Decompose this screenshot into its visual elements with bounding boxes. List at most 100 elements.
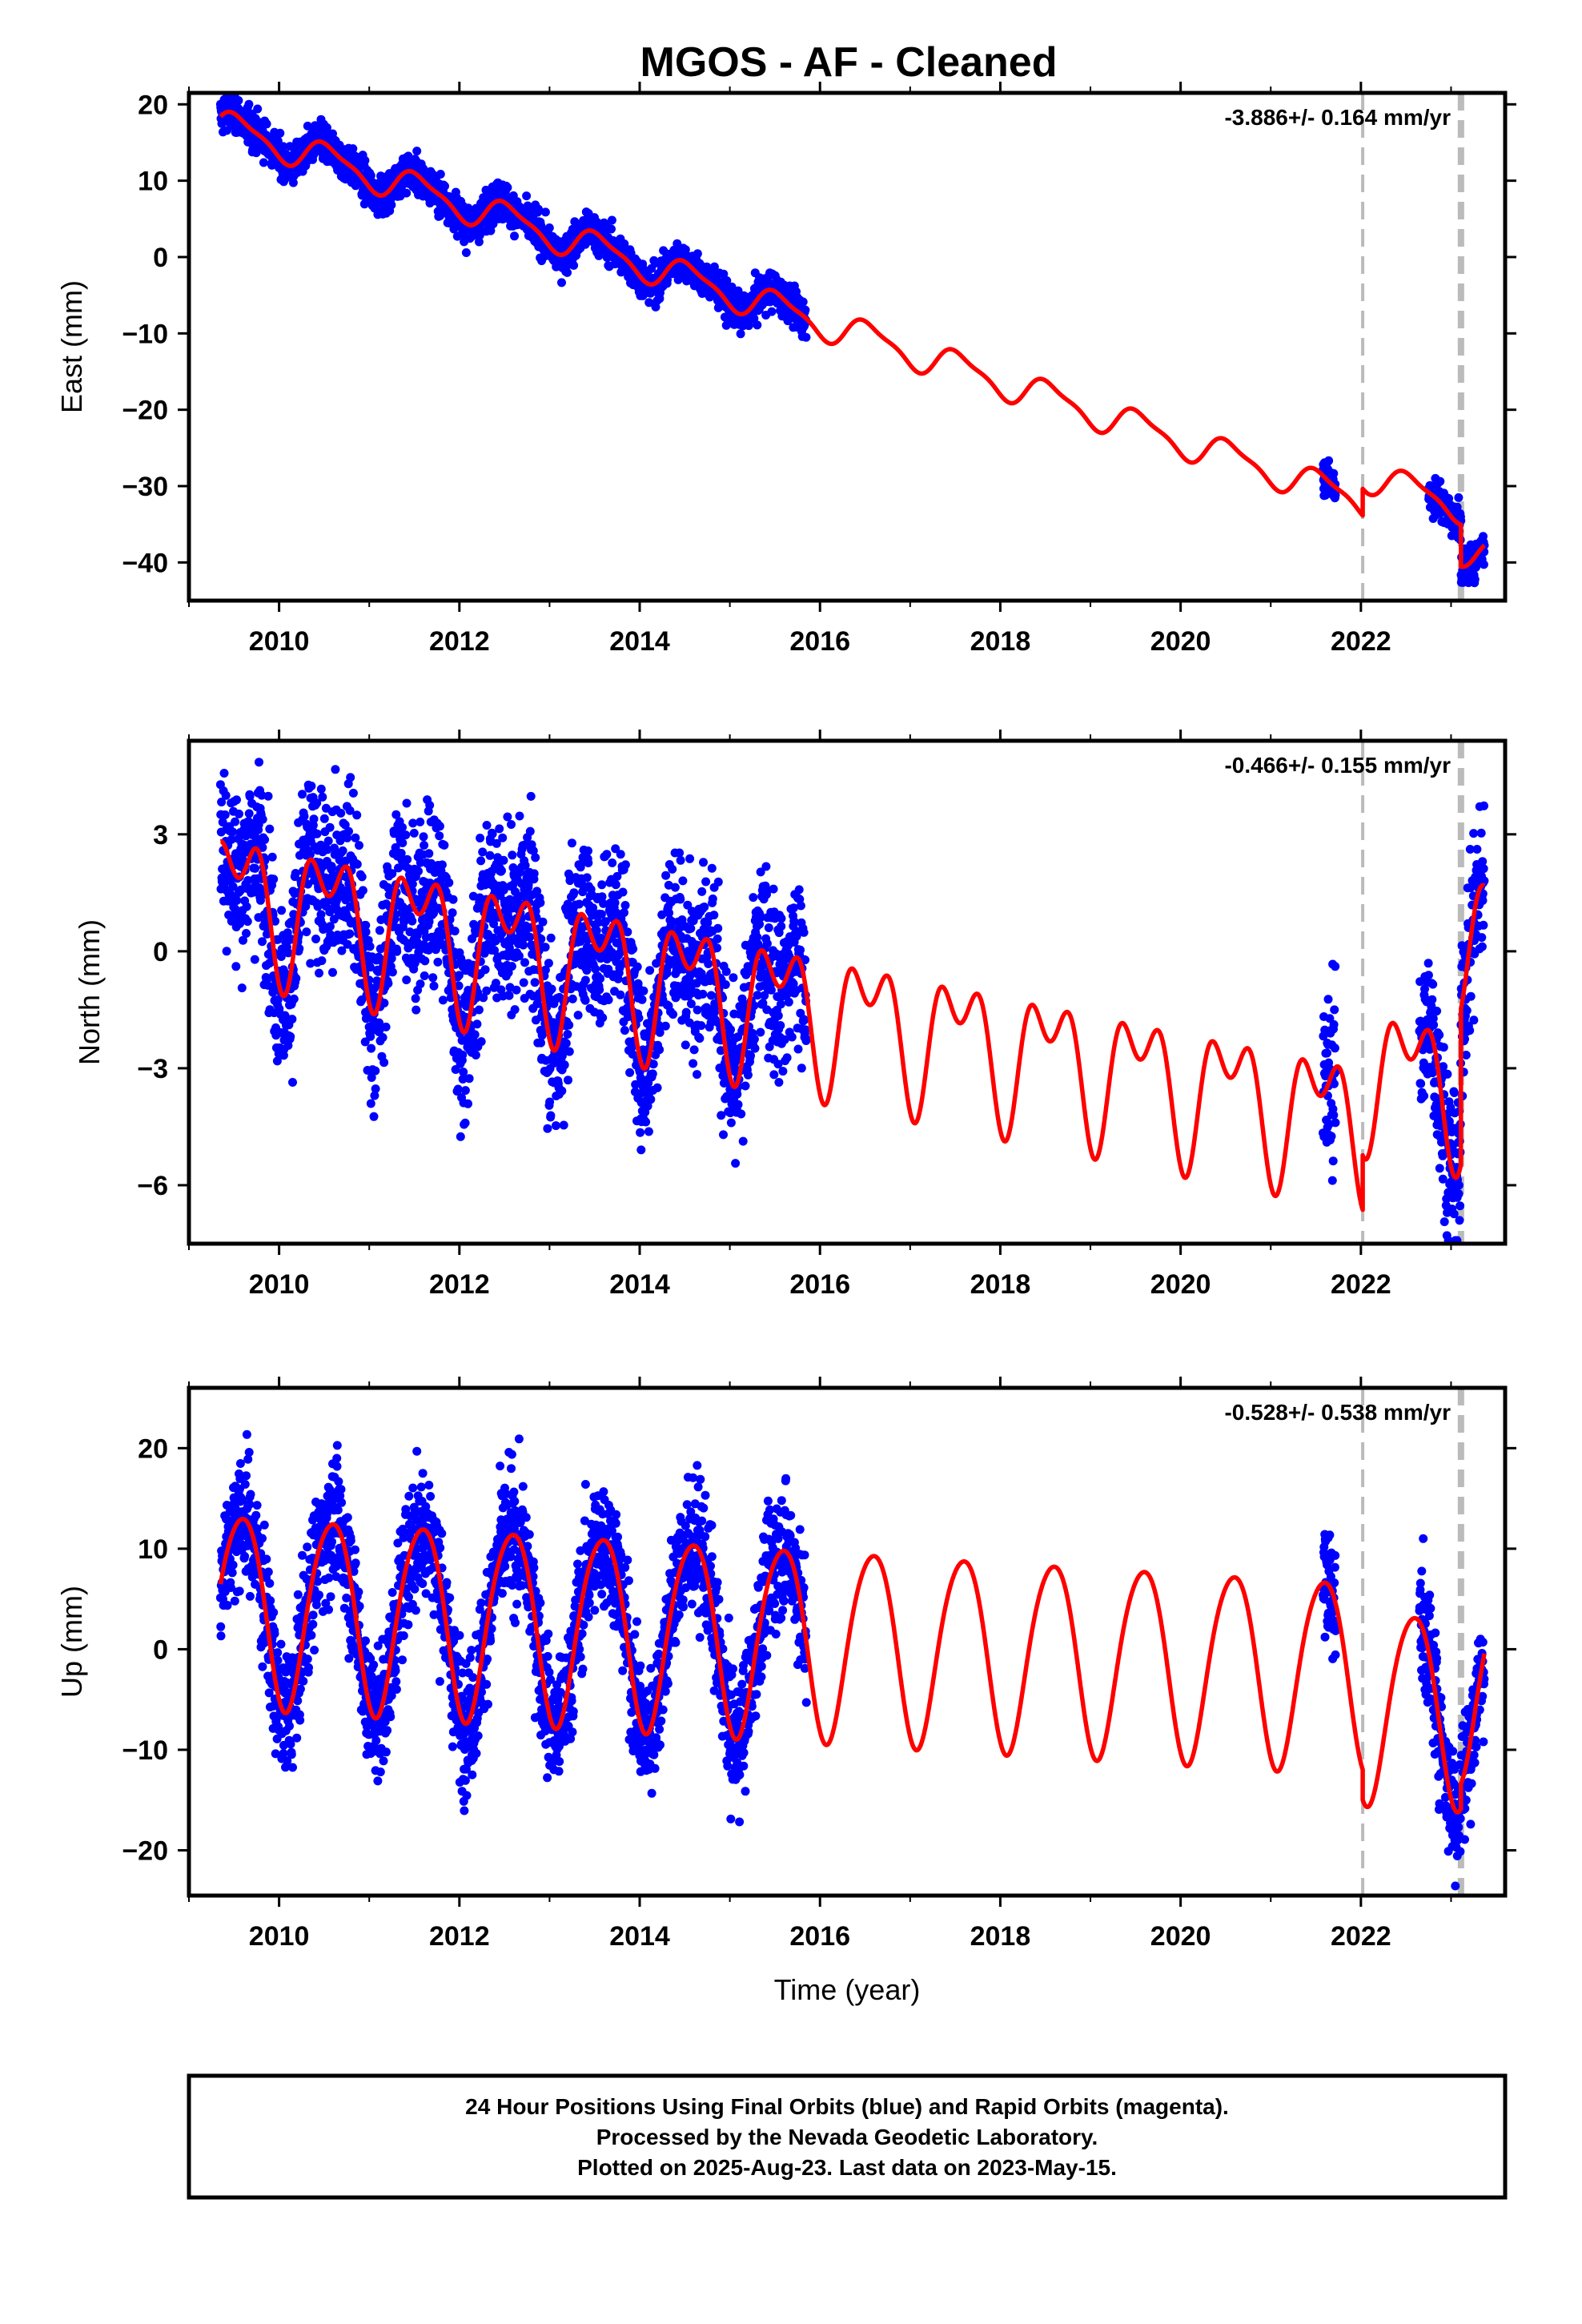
data-point [344, 826, 353, 836]
data-point [242, 929, 251, 938]
data-point [298, 790, 307, 799]
data-point [522, 191, 532, 201]
data-point [316, 910, 326, 919]
data-point [460, 1118, 470, 1128]
data-point [420, 956, 430, 966]
data-point [801, 332, 811, 342]
data-point [232, 895, 242, 905]
data-point [686, 923, 696, 933]
data-point [348, 144, 358, 154]
data-point [336, 808, 346, 818]
data-point [234, 96, 243, 105]
data-point [544, 959, 553, 968]
data-point [485, 850, 495, 860]
data-point [737, 1109, 746, 1119]
data-point [564, 1047, 574, 1056]
data-point [309, 814, 319, 824]
data-point [741, 1081, 750, 1091]
data-point [669, 1010, 678, 1019]
data-point [476, 856, 486, 866]
data-point [536, 898, 545, 907]
data-point [352, 859, 362, 869]
data-point [726, 1118, 736, 1128]
data-point [685, 854, 695, 863]
data-point [409, 828, 419, 838]
data-point [557, 278, 566, 287]
y-tick-label: −30 [122, 472, 168, 502]
figure-title: MGOS - AF - Cleaned [640, 39, 1058, 86]
data-point [437, 860, 447, 870]
data-point [519, 940, 528, 950]
data-point [769, 884, 778, 894]
data-point [351, 833, 360, 842]
data-point [288, 178, 298, 187]
data-point [547, 984, 556, 994]
data-point [721, 980, 730, 989]
y-tick-label: 20 [138, 90, 168, 120]
data-point [231, 962, 241, 971]
data-point [365, 942, 375, 951]
data-point [652, 1083, 662, 1092]
data-point [235, 809, 243, 818]
data-point [610, 898, 620, 907]
data-point [538, 917, 548, 927]
data-point [719, 1130, 728, 1140]
data-point [504, 991, 514, 1000]
data-point [743, 1070, 753, 1080]
data-point [408, 916, 417, 926]
data-point [534, 204, 543, 214]
data-point [707, 863, 717, 873]
data-point [639, 986, 648, 995]
data-point [253, 104, 263, 114]
data-point [420, 971, 429, 980]
data-point [510, 231, 519, 241]
data-point [311, 935, 320, 943]
data-point [584, 846, 592, 855]
data-point [529, 869, 539, 879]
data-point [244, 99, 254, 109]
data-point [470, 1030, 480, 1039]
data-point [704, 959, 713, 968]
data-point [519, 978, 528, 987]
data-point [774, 1078, 784, 1087]
data-point [338, 846, 347, 855]
data-point [416, 817, 425, 826]
data-point [697, 887, 707, 896]
data-point [560, 1060, 569, 1070]
data-point [424, 849, 434, 858]
data-point [602, 850, 612, 859]
data-point [507, 820, 516, 829]
data-point [608, 858, 617, 867]
data-point [693, 1070, 701, 1080]
data-point [689, 1045, 699, 1055]
data-point [749, 1035, 759, 1044]
data-point [700, 903, 709, 911]
data-point [401, 830, 411, 840]
data-point [258, 814, 267, 824]
data-point [598, 1013, 608, 1023]
data-point [277, 906, 287, 915]
data-point [525, 932, 535, 942]
data-point [419, 832, 428, 842]
data-point [237, 983, 247, 993]
data-point [482, 986, 492, 995]
data-point [693, 249, 702, 259]
data-point [464, 1099, 472, 1108]
data-point [403, 854, 412, 864]
data-point [322, 123, 331, 132]
data-point [644, 1127, 653, 1136]
data-point [291, 869, 300, 878]
data-point [221, 790, 231, 800]
data-point [482, 821, 492, 830]
data-point [315, 968, 323, 978]
data-point [668, 864, 677, 874]
data-point [507, 962, 516, 971]
data-point [515, 811, 524, 821]
data-point [428, 973, 438, 983]
data-point [540, 207, 550, 217]
y-tick-label: −40 [122, 548, 168, 578]
data-point [713, 923, 723, 933]
data-point [750, 1043, 760, 1053]
data-point [1479, 560, 1488, 569]
data-point [637, 995, 647, 1004]
